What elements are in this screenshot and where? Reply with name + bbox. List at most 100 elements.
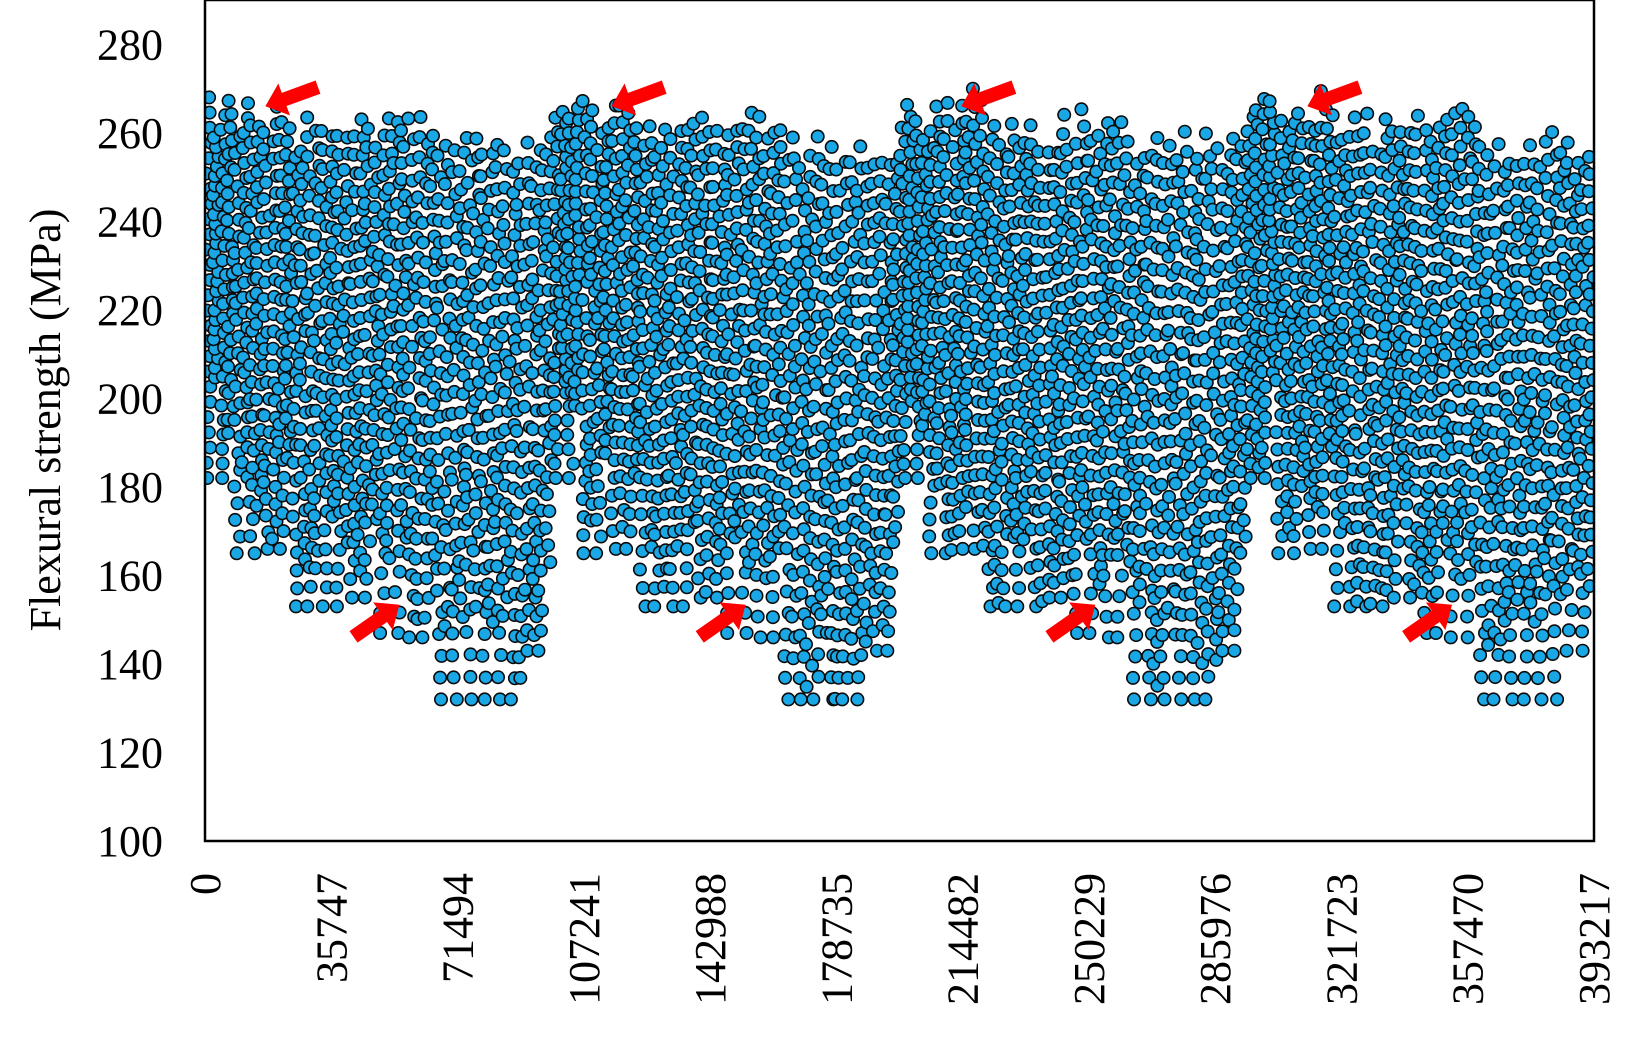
data-point xyxy=(271,381,286,396)
data-point xyxy=(309,263,324,278)
data-point xyxy=(665,580,680,595)
data-point xyxy=(1257,395,1272,410)
data-point xyxy=(1364,361,1379,376)
data-point xyxy=(357,552,372,567)
data-point xyxy=(402,402,417,417)
data-point xyxy=(886,489,901,504)
data-point xyxy=(220,213,235,228)
data-point xyxy=(415,630,430,645)
data-point xyxy=(473,169,488,184)
data-point xyxy=(401,256,416,271)
data-point xyxy=(922,377,937,392)
data-point xyxy=(1132,595,1147,610)
data-point xyxy=(463,669,478,684)
data-point xyxy=(278,411,293,426)
data-point xyxy=(1161,323,1176,338)
data-point xyxy=(854,648,869,663)
data-point xyxy=(256,192,271,207)
data-point xyxy=(936,294,951,309)
data-point xyxy=(517,399,532,414)
data-point xyxy=(851,670,866,685)
data-point xyxy=(1465,467,1480,482)
data-point xyxy=(1104,378,1119,393)
data-point xyxy=(772,424,787,439)
data-point xyxy=(278,358,293,373)
data-point xyxy=(539,487,554,502)
data-point xyxy=(668,456,683,471)
data-point xyxy=(215,470,230,485)
data-point xyxy=(440,196,455,211)
data-point xyxy=(1474,670,1489,685)
data-point xyxy=(1102,192,1117,207)
data-point xyxy=(1580,561,1594,576)
data-point xyxy=(715,474,730,489)
data-point xyxy=(460,175,475,190)
data-point xyxy=(705,179,720,194)
data-point xyxy=(791,161,806,176)
data-point xyxy=(440,503,455,518)
data-point xyxy=(1023,118,1038,133)
data-point xyxy=(381,410,396,425)
data-point xyxy=(872,266,887,281)
data-point xyxy=(632,562,647,577)
data-point xyxy=(987,252,1002,267)
data-point xyxy=(1103,310,1118,325)
data-point xyxy=(924,546,939,561)
data-point xyxy=(1257,470,1272,485)
data-point xyxy=(1132,524,1147,539)
data-point xyxy=(1320,346,1335,361)
data-point xyxy=(1227,561,1242,576)
data-point xyxy=(308,298,323,313)
data-point xyxy=(427,313,442,328)
data-point xyxy=(625,383,640,398)
data-point xyxy=(662,561,677,576)
data-point xyxy=(452,164,467,179)
data-point xyxy=(1357,461,1372,476)
data-point xyxy=(257,408,272,423)
data-point xyxy=(1548,601,1563,616)
data-point xyxy=(900,97,915,112)
data-point xyxy=(857,520,872,535)
data-point xyxy=(1560,135,1575,150)
data-point xyxy=(873,248,888,263)
data-point xyxy=(937,204,952,219)
data-point xyxy=(534,603,549,618)
data-point xyxy=(1503,628,1518,643)
data-point xyxy=(592,495,607,510)
data-point xyxy=(1210,141,1225,156)
data-point xyxy=(403,422,418,437)
data-point xyxy=(526,553,541,568)
data-point xyxy=(799,276,814,291)
data-point xyxy=(294,177,309,192)
data-point xyxy=(476,452,491,467)
data-point xyxy=(538,521,553,536)
data-point xyxy=(1017,310,1032,325)
data-point xyxy=(1363,524,1378,539)
data-point xyxy=(543,555,558,570)
data-point xyxy=(329,429,344,444)
data-point xyxy=(329,411,344,426)
data-point xyxy=(490,670,505,685)
data-point xyxy=(419,571,434,586)
data-point xyxy=(561,442,576,457)
red-arrow-annotation xyxy=(611,80,667,116)
data-point xyxy=(815,439,830,454)
data-point xyxy=(502,354,517,369)
data-point xyxy=(1386,590,1401,605)
data-point xyxy=(307,228,322,243)
data-point xyxy=(520,318,535,333)
data-point xyxy=(1227,602,1242,617)
data-point xyxy=(1445,588,1460,603)
data-point xyxy=(1363,180,1378,195)
data-point xyxy=(1247,246,1262,261)
data-point xyxy=(256,142,271,157)
data-point xyxy=(798,637,813,652)
data-point xyxy=(525,571,540,586)
data-point xyxy=(473,474,488,489)
data-point xyxy=(618,297,633,312)
data-point xyxy=(1052,474,1067,489)
data-point xyxy=(547,427,562,442)
data-point xyxy=(1560,440,1575,455)
data-point xyxy=(1524,385,1539,400)
data-point xyxy=(477,626,492,641)
